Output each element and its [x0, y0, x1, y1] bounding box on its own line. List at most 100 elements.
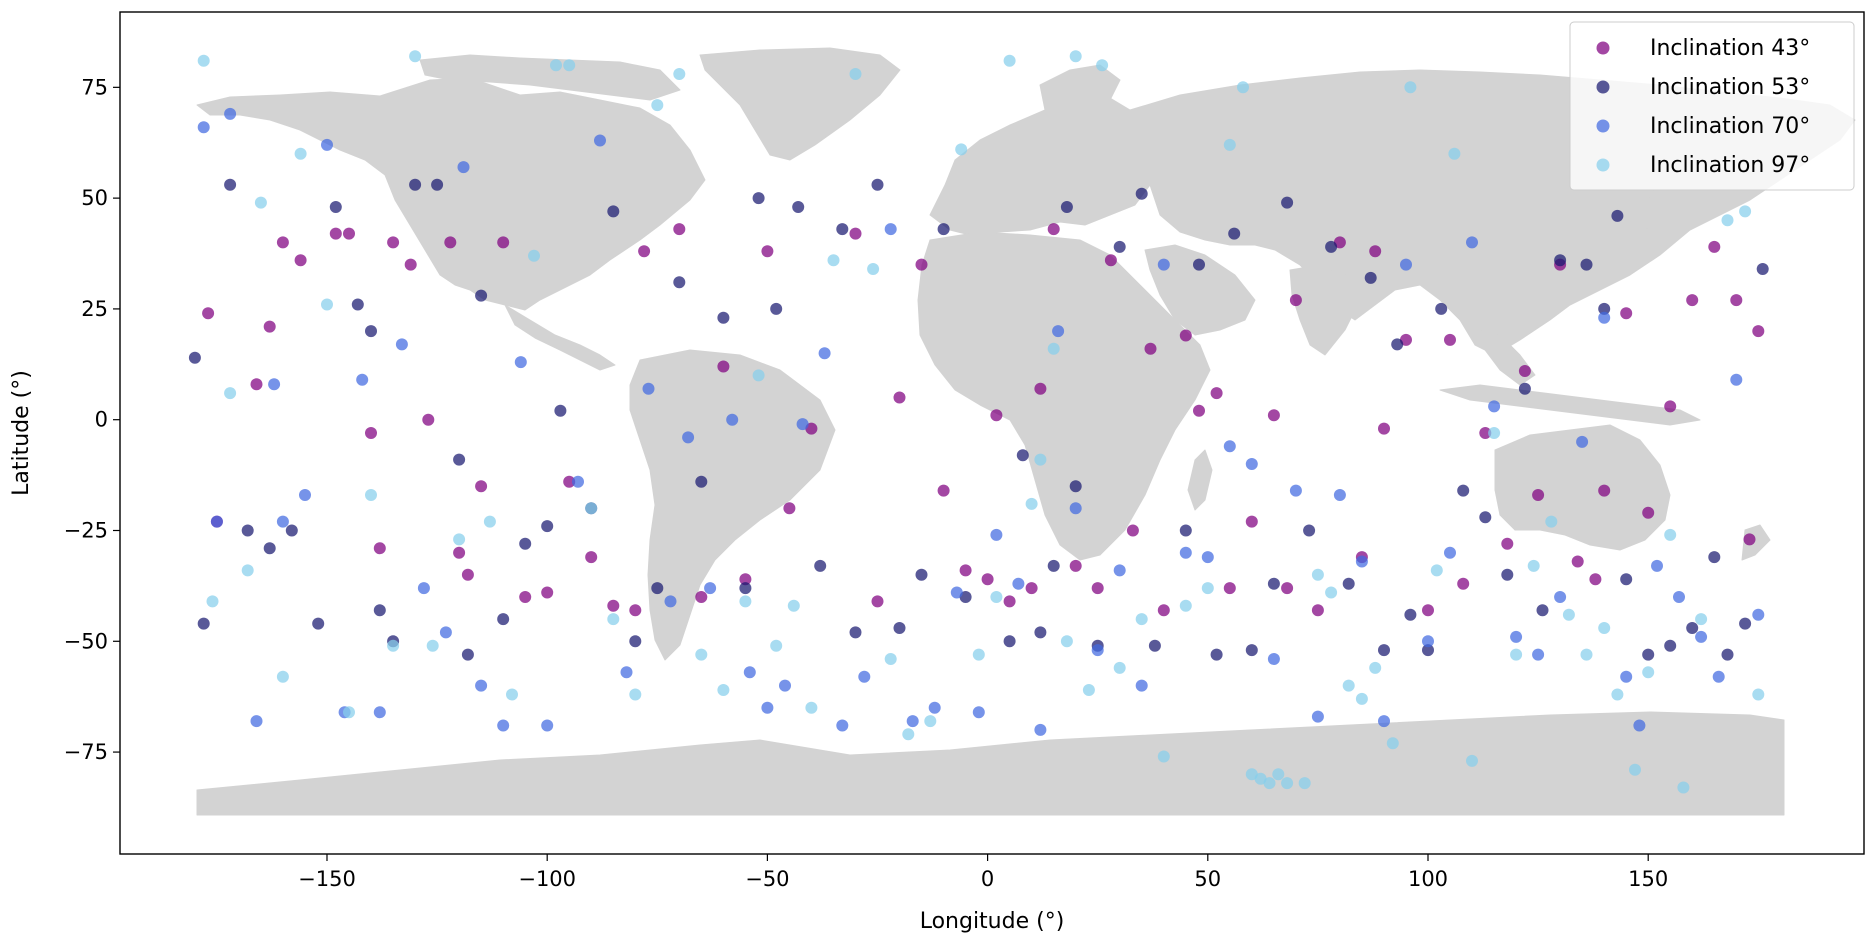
scatter-point	[483, 515, 496, 528]
scatter-point	[444, 236, 457, 249]
scatter-point	[981, 573, 994, 586]
scatter-point	[1721, 648, 1734, 661]
scatter-point	[514, 356, 527, 369]
scatter-point	[607, 205, 620, 218]
scatter-point	[1620, 307, 1633, 320]
y-axis: 75 50 25 0 −25 −50 −75	[64, 75, 120, 764]
scatter-point	[497, 613, 510, 626]
scatter-point	[431, 178, 444, 191]
scatter-point	[717, 360, 730, 373]
scatter-point	[206, 595, 219, 608]
land-india	[1289, 264, 1361, 356]
scatter-point	[1378, 422, 1390, 435]
scatter-point	[1479, 427, 1492, 439]
scatter-point	[1342, 679, 1355, 692]
scatter-point	[461, 568, 474, 581]
land-madagascar	[1187, 449, 1213, 511]
scatter-point	[1148, 639, 1161, 652]
scatter-point	[224, 107, 237, 120]
scatter-point	[1598, 302, 1611, 315]
land-australia	[1494, 424, 1671, 551]
land-south-america	[629, 349, 836, 661]
scatter-point	[673, 276, 686, 289]
scatter-point	[1179, 524, 1192, 537]
scatter-point	[1060, 635, 1073, 648]
scatter-point	[417, 582, 430, 595]
scatter-point	[770, 302, 783, 315]
land-indonesia	[1439, 384, 1701, 426]
scatter-point	[638, 245, 651, 258]
scatter-point	[1756, 263, 1769, 275]
scatter-point	[1267, 409, 1280, 422]
scatter-point	[1532, 489, 1545, 501]
scatter-point	[1003, 595, 1016, 608]
scatter-point	[836, 223, 849, 236]
scatter-point	[1391, 338, 1404, 351]
scatter-point	[188, 351, 201, 364]
scatter-point	[453, 533, 466, 546]
scatter-point	[695, 475, 708, 488]
scatter-point	[1664, 528, 1677, 541]
scatter-point	[1501, 568, 1514, 581]
scatter-point	[924, 715, 937, 728]
scatter-point	[1179, 599, 1192, 612]
scatter-point	[329, 227, 342, 240]
scatter-point	[276, 515, 289, 528]
scatter-point	[1210, 648, 1223, 661]
scatter-point	[365, 427, 377, 439]
scatter-point	[475, 679, 488, 692]
scatter-point	[373, 604, 386, 617]
x-tick-label: 100	[1408, 867, 1448, 891]
scatter-point	[673, 223, 686, 236]
scatter-point	[1739, 617, 1752, 630]
scatter-point	[1510, 648, 1523, 661]
scatter-point	[373, 542, 386, 555]
legend-label: Inclination 70°	[1650, 114, 1810, 139]
scatter-point	[726, 413, 739, 426]
scatter-point	[1333, 489, 1346, 501]
scatter-point	[739, 573, 752, 586]
scatter-point	[1267, 653, 1280, 665]
scatter-point	[197, 121, 210, 134]
scatter-point	[1281, 196, 1294, 209]
scatter-point	[1157, 750, 1170, 763]
scatter-point	[1025, 497, 1038, 510]
scatter-point	[263, 320, 276, 333]
scatter-point	[343, 227, 355, 240]
scatter-point	[312, 617, 325, 630]
scatter-point	[554, 404, 567, 417]
scatter-point	[1664, 639, 1677, 652]
scatter-point	[497, 236, 510, 249]
scatter-point	[1179, 329, 1192, 342]
legend-label: Inclination 97°	[1650, 153, 1810, 178]
scatter-point	[1651, 559, 1663, 572]
scatter-point	[818, 347, 831, 360]
scatter-point	[955, 143, 968, 156]
scatter-point	[1695, 613, 1708, 626]
scatter-point	[426, 639, 439, 652]
scatter-point	[1034, 453, 1047, 466]
scatter-point	[1554, 254, 1567, 267]
scatter-point	[1686, 622, 1699, 634]
scatter-point	[695, 648, 708, 661]
scatter-point	[1369, 245, 1382, 258]
scatter-point	[1642, 648, 1655, 661]
scatter-point	[1113, 661, 1126, 674]
scatter-point	[990, 591, 1003, 603]
scatter-point	[1069, 559, 1082, 572]
scatter-point	[1611, 688, 1624, 701]
scatter-point	[263, 542, 276, 555]
scatter-point	[241, 524, 254, 537]
scatter-point	[1016, 449, 1029, 462]
scatter-point	[1201, 582, 1214, 595]
scatter-point	[585, 502, 598, 515]
scatter-point	[752, 192, 765, 205]
land-scandinavia	[1039, 64, 1121, 121]
scatter-point	[1378, 715, 1390, 728]
scatter-point	[1254, 772, 1267, 785]
scatter-point	[550, 59, 562, 72]
scatter-point	[1263, 777, 1276, 790]
scatter-point	[1580, 258, 1593, 271]
scatter-point	[682, 431, 695, 444]
scatter-point	[563, 59, 576, 72]
